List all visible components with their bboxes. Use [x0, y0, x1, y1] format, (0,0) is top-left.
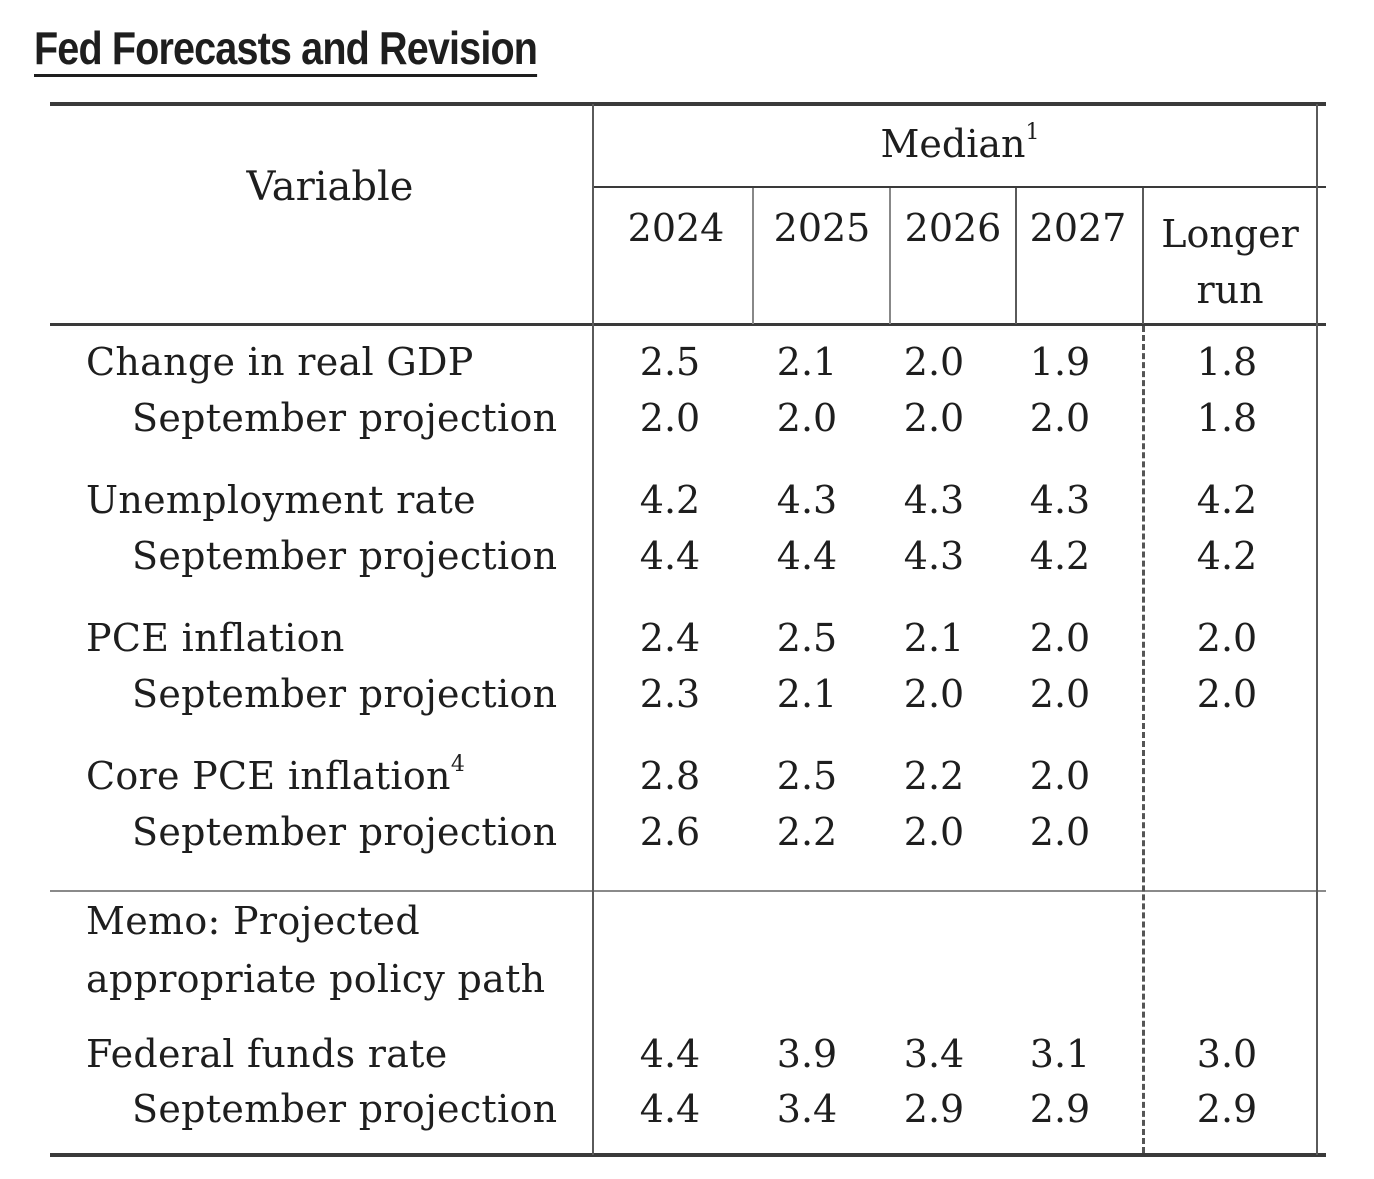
longer-run-header: Longer run: [1150, 206, 1310, 318]
longer-run-dashed-divider: [1142, 326, 1145, 1153]
table-cell-value: 2.1: [776, 340, 838, 384]
year-divider: [752, 188, 754, 324]
memo-cell-value: 3.4: [776, 1087, 838, 1131]
memo-rule: [50, 890, 1326, 892]
table-cell-value: 1.8: [1196, 396, 1258, 440]
median-rule: [593, 186, 1326, 188]
table-cell-value: 2.8: [639, 754, 701, 798]
table-cell-value: 2.4: [639, 616, 701, 660]
page-title: Fed Forecasts and Revision: [34, 22, 538, 77]
table-cell-value: 4.2: [1029, 534, 1091, 578]
row-footnote: 4: [450, 752, 466, 778]
table-cell-value: 2.5: [776, 754, 838, 798]
year-header-2027: 2027: [1029, 206, 1127, 250]
year-divider: [889, 188, 891, 324]
table-cell-value: 4.3: [903, 478, 965, 522]
row-label-september-projection: September projection: [132, 534, 558, 578]
table-cell-value: 2.5: [776, 616, 838, 660]
table-cell-value: 1.9: [1029, 340, 1091, 384]
row-label-september-projection: September projection: [132, 672, 558, 716]
right-border: [1316, 104, 1318, 1155]
row-label: Unemployment rate: [86, 478, 476, 522]
table-cell-value: 4.2: [1196, 478, 1258, 522]
row-label: Change in real GDP: [86, 340, 474, 384]
table-cell-value: 2.2: [903, 754, 965, 798]
table-cell-value: 2.0: [903, 396, 965, 440]
table-cell-value: 2.0: [1029, 396, 1091, 440]
top-rule: [50, 102, 1326, 106]
median-label: Median: [880, 122, 1026, 166]
table-cell-value: 4.3: [776, 478, 838, 522]
table-cell-value: 2.0: [903, 672, 965, 716]
table-cell-value: 2.0: [776, 396, 838, 440]
row-label-september-projection: September projection: [132, 1087, 558, 1131]
table-cell-value: 2.0: [1029, 616, 1091, 660]
year-header-2025: 2025: [773, 206, 871, 250]
memo-cell-value: 3.1: [1029, 1032, 1091, 1076]
table-cell-value: 2.6: [639, 810, 701, 854]
table-cell-value: 2.2: [776, 810, 838, 854]
table-cell-value: 2.1: [903, 616, 965, 660]
variable-header: Variable: [246, 164, 414, 210]
table-cell-value: 2.0: [1196, 616, 1258, 660]
table-cell-value: 2.1: [776, 672, 838, 716]
longer-run-line2: run: [1196, 268, 1264, 312]
row-label-september-projection: September projection: [132, 396, 558, 440]
table-cell-value: 2.0: [1029, 672, 1091, 716]
memo-line2: appropriate policy path: [86, 957, 546, 1001]
table-cell-value: 1.8: [1196, 340, 1258, 384]
table-cell-value: 2.0: [639, 396, 701, 440]
table-cell-value: 4.4: [639, 534, 701, 578]
year-header-2026: 2026: [904, 206, 1002, 250]
row-label-september-projection: September projection: [132, 810, 558, 854]
memo-cell-value: 2.9: [1029, 1087, 1091, 1131]
longer-run-line1: Longer: [1161, 212, 1299, 256]
bottom-rule: [50, 1153, 1326, 1157]
variable-divider: [592, 104, 594, 1155]
memo-line1: Memo: Projected: [86, 899, 420, 943]
table-cell-value: 4.4: [776, 534, 838, 578]
memo-label: Memo: Projected appropriate policy path: [86, 892, 545, 1008]
memo-cell-value: 3.0: [1196, 1032, 1258, 1076]
table-cell-value: 2.5: [639, 340, 701, 384]
row-label: PCE inflation: [86, 616, 345, 660]
memo-cell-value: 4.4: [639, 1032, 701, 1076]
row-label: Federal funds rate: [86, 1032, 448, 1076]
year-header-2024: 2024: [627, 206, 725, 250]
year-divider: [1015, 188, 1017, 324]
table-cell-value: 2.0: [1029, 810, 1091, 854]
row-label: Core PCE inflation4: [86, 752, 466, 798]
table-cell-value: 2.3: [639, 672, 701, 716]
table-cell-value: 4.2: [1196, 534, 1258, 578]
table-cell-value: 2.0: [1029, 754, 1091, 798]
memo-cell-value: 2.9: [903, 1087, 965, 1131]
memo-cell-value: 2.9: [1196, 1087, 1258, 1131]
header-rule: [50, 323, 1326, 326]
table-cell-value: 2.0: [903, 810, 965, 854]
memo-cell-value: 3.4: [903, 1032, 965, 1076]
forecast-table: Variable Median1 2024 2025 2026 2027 Lon…: [50, 102, 1326, 1157]
table-cell-value: 4.3: [903, 534, 965, 578]
memo-cell-value: 3.9: [776, 1032, 838, 1076]
median-footnote: 1: [1025, 120, 1040, 146]
table-cell-value: 4.2: [639, 478, 701, 522]
table-cell-value: 2.0: [1196, 672, 1258, 716]
table-cell-value: 4.3: [1029, 478, 1091, 522]
year-divider: [1142, 188, 1144, 324]
memo-cell-value: 4.4: [639, 1087, 701, 1131]
median-header: Median1: [850, 120, 1070, 166]
table-cell-value: 2.0: [903, 340, 965, 384]
